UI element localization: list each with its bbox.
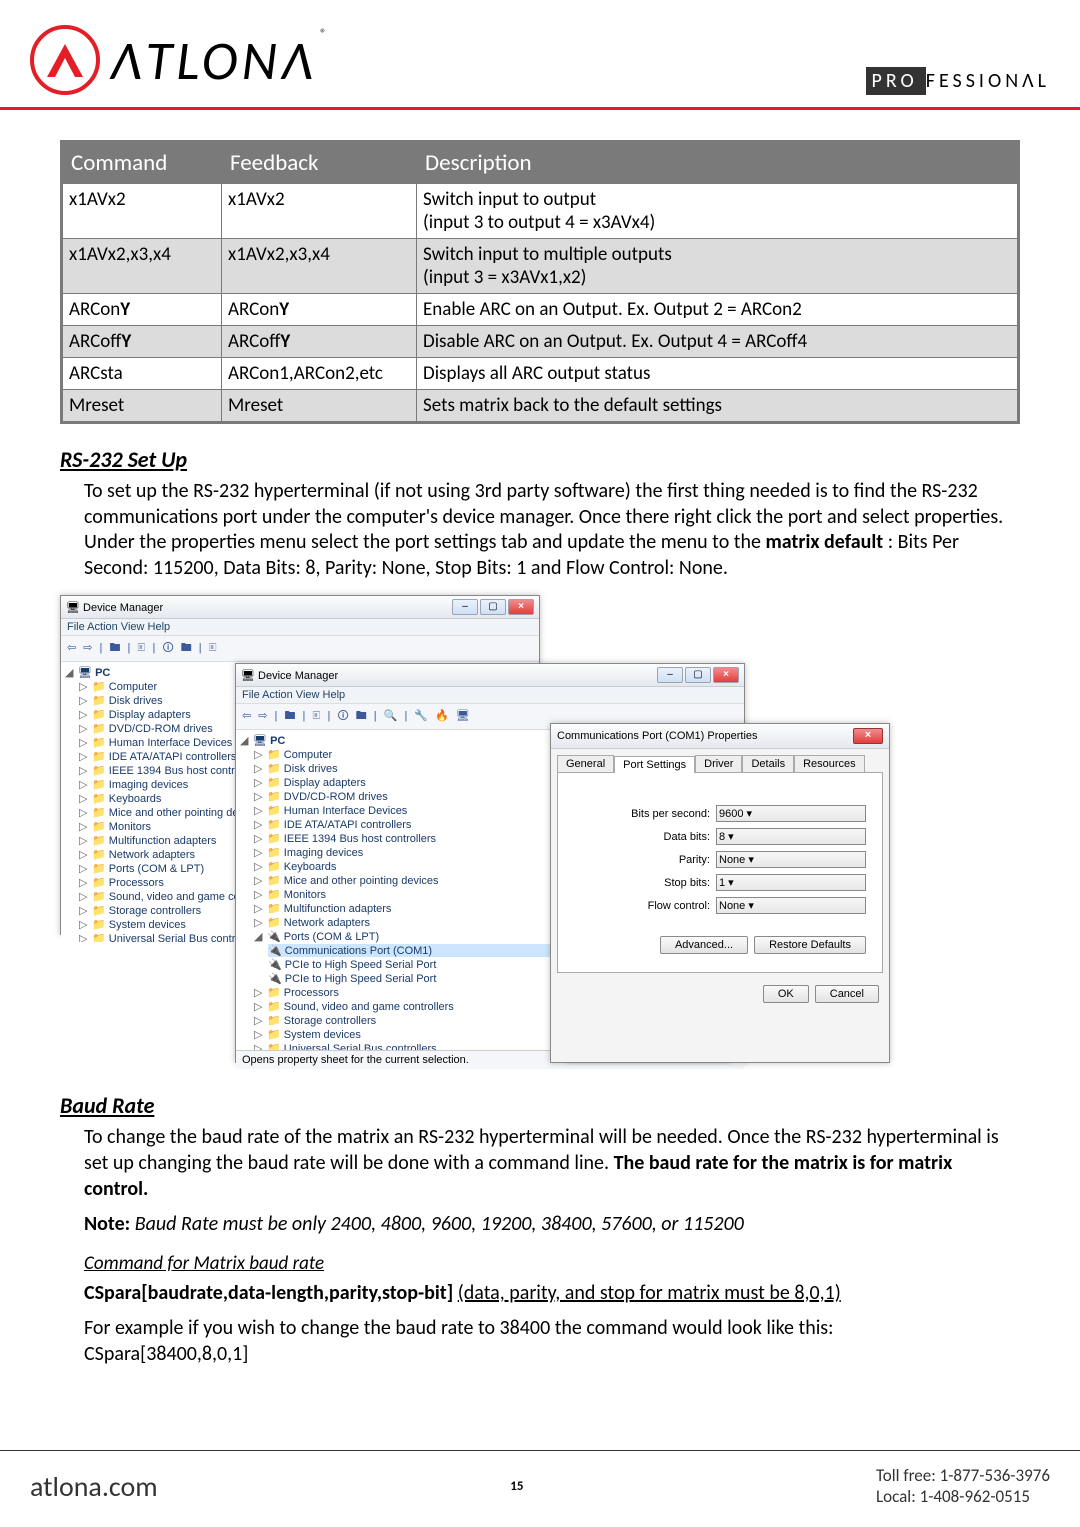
screenshots-figure: 🖥 Device Manager – ▢ × File Action View … [60, 595, 1020, 1070]
close-icon[interactable]: × [713, 667, 739, 683]
com-properties-dialog: Communications Port (COM1) Properties × … [550, 723, 890, 1063]
port-settings-panel: Bits per second:9600 ▾ Data bits:8 ▾ Parit… [557, 772, 883, 973]
select-flow-control-[interactable]: None ▾ [716, 897, 866, 914]
note-text: Baud Rate must be only 2400, 4800, 9600,… [135, 1212, 744, 1236]
rs232-bold: matrix default [765, 530, 883, 554]
close-icon[interactable]: × [853, 728, 883, 744]
tab-resources[interactable]: Resources [794, 755, 865, 772]
props-tabs[interactable]: GeneralPort SettingsDriverDetailsResourc… [551, 749, 889, 772]
dm1-title: 🖥 Device Manager [66, 601, 163, 614]
close-icon[interactable]: × [508, 599, 534, 615]
select-bits-per-second-[interactable]: 9600 ▾ [716, 805, 866, 822]
select-stop-bits-[interactable]: 1 ▾ [716, 874, 866, 891]
th-feedback: Feedback [222, 142, 417, 184]
brand-name: ΛTLONΛ [110, 27, 317, 94]
footer-local: Local: 1-408-962-0515 [876, 1486, 1050, 1507]
cancel-button[interactable]: Cancel [815, 985, 879, 1003]
table-row: x1AVx2,x3,x4x1AVx2,x3,x4Switch input to … [62, 239, 1019, 294]
footer-page: 15 [510, 1479, 523, 1494]
th-description: Description [417, 142, 1019, 184]
cspara-example-intro: For example if you wish to change the ba… [84, 1316, 1020, 1342]
footer-site: atlona.com [30, 1469, 158, 1504]
ok-button[interactable]: OK [763, 985, 809, 1003]
maximize-icon[interactable]: ▢ [480, 599, 506, 615]
brand-tagline: PROFESSIONΛL [866, 67, 1050, 95]
form-row: Parity:None ▾ [574, 851, 866, 868]
brand-logo-icon [30, 25, 100, 95]
minimize-icon[interactable]: – [657, 667, 683, 683]
footer-contact: Toll free: 1-877-536-3976 Local: 1-408-9… [876, 1465, 1050, 1507]
rs232-paragraph: To set up the RS-232 hyperterminal (if n… [84, 479, 1020, 581]
form-row: Bits per second:9600 ▾ [574, 805, 866, 822]
table-row: ARConYARConYEnable ARC on an Output. Ex.… [62, 294, 1019, 326]
table-row: x1AVx2x1AVx2Switch input to output(input… [62, 184, 1019, 239]
baud-note: Note: Baud Rate must be only 2400, 4800,… [84, 1212, 1020, 1238]
dm2-menubar[interactable]: File Action View Help [236, 687, 744, 704]
cspara-rest: (data, parity, and stop for matrix must … [458, 1281, 841, 1305]
footer-tollfree: Toll free: 1-877-536-3976 [876, 1465, 1050, 1486]
form-row: Flow control:None ▾ [574, 897, 866, 914]
dm1-menubar[interactable]: File Action View Help [61, 619, 539, 636]
restore-defaults-button[interactable]: Restore Defaults [754, 936, 866, 954]
rs232-heading: RS-232 Set Up [60, 446, 1020, 473]
cspara-line: CSpara[baudrate,data-length,parity,stop-… [84, 1281, 1020, 1307]
advanced-button[interactable]: Advanced... [660, 936, 748, 954]
page-footer: atlona.com 15 Toll free: 1-877-536-3976 … [0, 1450, 1080, 1527]
tab-general[interactable]: General [557, 755, 614, 772]
minimize-icon[interactable]: – [452, 599, 478, 615]
tab-details[interactable]: Details [742, 755, 794, 772]
props-title: Communications Port (COM1) Properties [557, 730, 758, 742]
form-row: Data bits:8 ▾ [574, 828, 866, 845]
tagline-rest: FESSIONΛL [926, 69, 1050, 93]
table-row: ARCoffYARCoffYDisable ARC on an Output. … [62, 326, 1019, 358]
command-table: Command Feedback Description x1AVx2x1AVx… [60, 140, 1020, 424]
brand-logo: ΛTLONΛ ® [30, 25, 326, 95]
tab-driver[interactable]: Driver [695, 755, 742, 772]
select-data-bits-[interactable]: 8 ▾ [716, 828, 866, 845]
cspara-bold: CSpara[baudrate,data-length,parity,stop-… [84, 1281, 453, 1305]
cspara-example-cmd: CSpara[38400,8,0,1] [84, 1342, 1020, 1368]
select-parity-[interactable]: None ▾ [716, 851, 866, 868]
brand-suffix: ® [320, 27, 326, 41]
table-row: MresetMresetSets matrix back to the defa… [62, 390, 1019, 423]
th-command: Command [62, 142, 222, 184]
maximize-icon[interactable]: ▢ [685, 667, 711, 683]
note-label: Note: [84, 1212, 130, 1236]
form-row: Stop bits:1 ▾ [574, 874, 866, 891]
tab-port-settings[interactable]: Port Settings [614, 756, 695, 773]
cmd-for-matrix-label: Command for Matrix baud rate [84, 1252, 1020, 1275]
tagline-boxed: PRO [866, 67, 926, 95]
dm2-title: 🖥 Device Manager [241, 669, 338, 682]
baud-heading: Baud Rate [60, 1092, 1020, 1119]
page-header: ΛTLONΛ ® PROFESSIONΛL [0, 0, 1080, 110]
table-row: ARCstaARCon1,ARCon2,etcDisplays all ARC … [62, 358, 1019, 390]
dm1-toolbar[interactable]: ⇦ ⇨ | 🖿 | 🗉 | 🛈 🖿 | 🗉 [61, 636, 539, 662]
baud-paragraph: To change the baud rate of the matrix an… [84, 1125, 1020, 1202]
